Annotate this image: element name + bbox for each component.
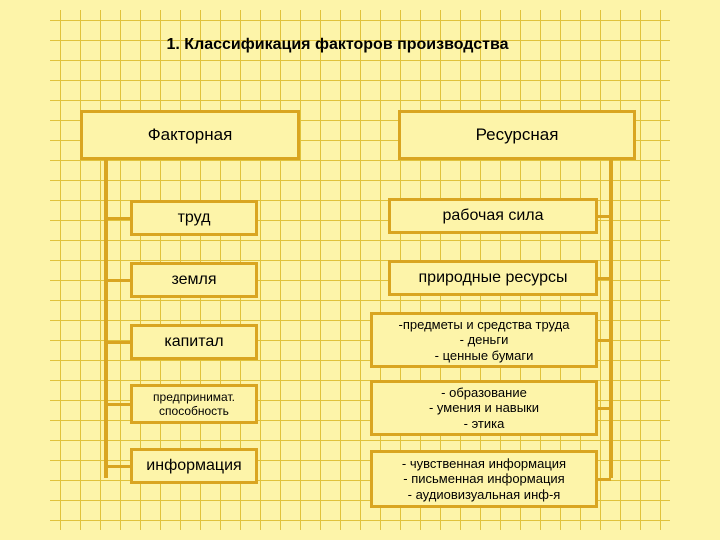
left-branch-4	[106, 465, 130, 468]
right-item-1: природные ресурсы	[388, 260, 598, 296]
left-item-4: информация	[130, 448, 258, 484]
right-trunk	[609, 160, 613, 478]
left-branch-0	[106, 217, 130, 220]
left-item-3: предпринимат. способность	[130, 384, 258, 424]
right-branch-3	[598, 407, 611, 410]
left-item-2: капитал	[130, 324, 258, 360]
right-item-0: рабочая сила	[388, 198, 598, 234]
right-item-2: -предметы и средства труда - деньги - це…	[370, 312, 598, 368]
left-item-1: земля	[130, 262, 258, 298]
right-branch-0	[598, 215, 611, 218]
diagram-stage: труд рабочая сила земля природные ресурсы ка…	[0, 0, 720, 540]
right-branch-2	[598, 339, 611, 342]
left-item-0: труд	[130, 200, 258, 236]
left-header: Факторная	[80, 110, 300, 160]
right-header: Ресурсная	[398, 110, 636, 160]
left-branch-3	[106, 403, 130, 406]
right-item-4: - чувственная информация - письменная ин…	[370, 450, 598, 508]
right-branch-4	[598, 478, 611, 481]
left-branch-2	[106, 341, 130, 344]
diagram-title: 1. Классификация факторов производства	[115, 30, 560, 60]
right-item-3: - образование - умения и навыки - этика	[370, 380, 598, 436]
left-branch-1	[106, 279, 130, 282]
right-branch-1	[598, 277, 611, 280]
left-trunk	[104, 160, 108, 478]
